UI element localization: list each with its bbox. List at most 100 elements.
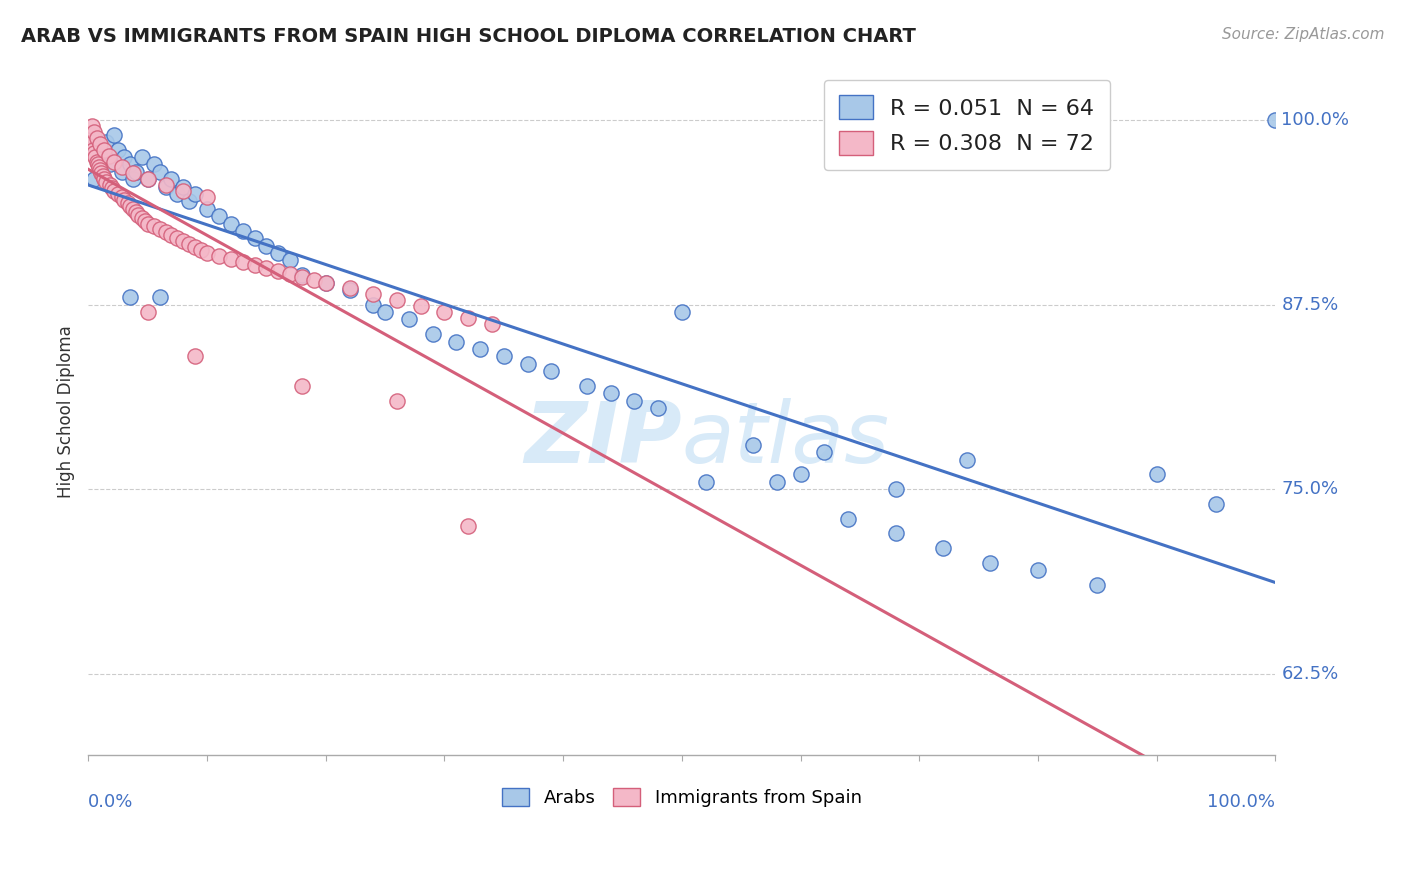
Point [80,128,103,142]
Point [86,131,108,145]
Point [118,199,141,213]
Point [98,178,121,193]
Point [118,290,141,304]
Point [190,243,212,257]
Text: ARAB VS IMMIGRANTS FROM SPAIN HIGH SCHOOL DIPLOMA CORRELATION CHART: ARAB VS IMMIGRANTS FROM SPAIN HIGH SCHOO… [21,27,915,45]
Point [492,350,515,364]
Point [117,195,139,210]
Point [149,290,172,304]
Point [136,172,159,186]
Point [291,379,314,393]
Point [84,150,107,164]
Point [291,269,314,284]
Point [149,165,172,179]
Point [232,255,254,269]
Point [540,364,562,378]
Text: 75.0%: 75.0% [1281,480,1339,499]
Point [695,475,717,489]
Point [195,246,218,260]
Point [89,163,111,178]
Point [267,246,290,260]
Point [97,148,120,162]
Point [742,438,765,452]
Point [110,165,132,179]
Point [89,150,111,164]
Point [107,186,129,201]
Point [89,136,111,151]
Point [93,143,115,157]
Text: 62.5%: 62.5% [1281,665,1339,682]
Point [93,172,115,186]
Text: Source: ZipAtlas.com: Source: ZipAtlas.com [1222,27,1385,42]
Point [339,283,361,297]
Point [254,238,277,252]
Point [481,317,503,331]
Point [361,298,384,312]
Point [179,237,201,252]
Point [118,157,141,171]
Point [339,281,361,295]
Point [219,217,242,231]
Point [155,226,177,240]
Point [232,224,254,238]
Point [110,161,132,175]
Point [267,264,290,278]
Point [87,157,110,171]
Point [457,519,479,533]
Point [766,475,789,489]
Legend: Arabs, Immigrants from Spain: Arabs, Immigrants from Spain [495,780,869,814]
Point [195,202,218,216]
Point [599,386,621,401]
Point [125,204,148,219]
Point [385,393,408,408]
Point [160,172,183,186]
Point [884,482,907,496]
Y-axis label: High School Diploma: High School Diploma [58,326,75,498]
Point [468,342,491,356]
Point [1146,467,1168,482]
Point [172,184,194,198]
Text: ZIP: ZIP [524,398,682,481]
Point [932,541,955,556]
Point [516,357,538,371]
Point [315,276,337,290]
Point [82,143,104,157]
Point [813,445,835,459]
Point [91,169,114,184]
Point [1026,563,1049,577]
Point [80,119,103,133]
Point [457,310,479,325]
Point [110,190,132,204]
Point [884,526,907,541]
Point [160,228,183,243]
Point [647,401,669,415]
Point [142,157,165,171]
Point [112,150,135,164]
Point [107,143,129,157]
Point [98,157,121,171]
Point [789,467,811,482]
Point [112,193,135,207]
Point [1205,497,1227,511]
Point [83,172,105,186]
Point [837,512,859,526]
Point [385,293,408,308]
Point [254,260,277,275]
Point [83,125,105,139]
Point [134,213,156,227]
Point [103,128,125,142]
Point [96,136,118,150]
Point [1264,113,1286,128]
Point [136,305,159,319]
Point [155,178,177,193]
Point [374,305,396,319]
Point [96,175,118,189]
Point [142,219,165,234]
Point [361,287,384,301]
Point [83,145,105,160]
Point [422,327,444,342]
Point [149,222,172,236]
Point [208,249,231,263]
Point [172,234,194,248]
Point [243,231,266,245]
